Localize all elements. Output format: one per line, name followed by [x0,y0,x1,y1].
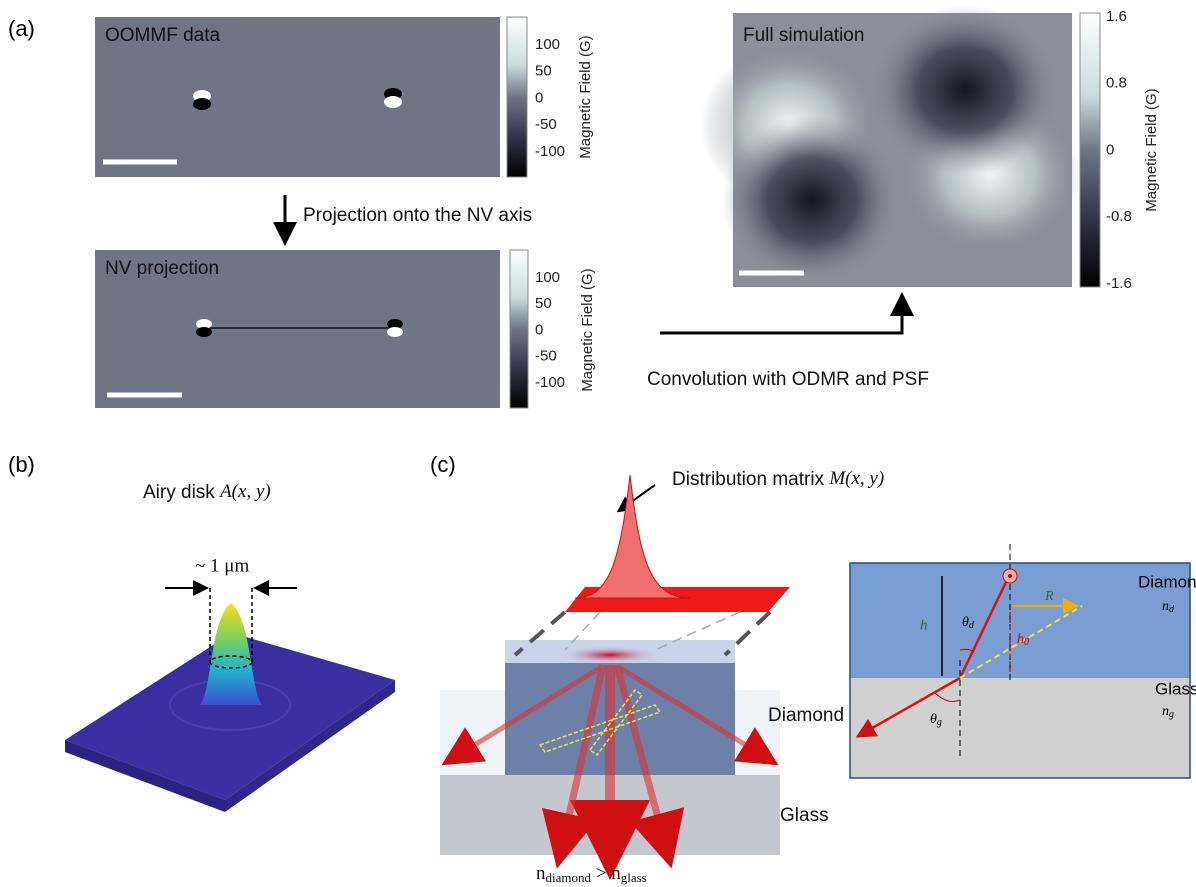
symbol: M(x, y) [828,468,884,489]
arrow-label: Projection onto the NV axis [303,205,532,226]
dipole [193,98,211,110]
colorbar-tick-label: 100 [535,269,560,286]
inset-diamond-label: Diamond [1138,572,1196,591]
base: h [1017,632,1024,647]
dipole [387,327,403,337]
figure: (a) OOMMF data 100 50 0 -50 -100 Magnetic Fi… [0,0,1196,887]
diamond-label: Diamond [768,705,844,726]
sub: g [937,717,942,728]
colorbar-tick-label: -0.8 [1106,208,1132,225]
nv-center [1008,574,1012,578]
colorbar-tick-label: 0.8 [1106,75,1127,92]
n: n [536,863,546,884]
colorbar-tick-label: 0 [535,89,543,106]
colorbar-label: Magnetic Field (G) [577,35,594,158]
colorbar [510,250,528,408]
colorbar-ticks: 100 50 0 -50 -100 [535,269,565,391]
symbol: A(x, y) [218,481,271,502]
colorbar-tick-label: 50 [535,63,552,80]
op: > [591,863,611,884]
relation: ndiamond > nglass [536,863,647,885]
sub: 0 [1024,637,1029,648]
dipole [384,96,402,108]
distribution-peak [575,475,690,598]
arrow-label: Convolution with ODMR and PSF [647,369,929,390]
colorbar [1080,13,1100,287]
inset-glass [850,678,1190,778]
panel-label: (a) [8,16,35,41]
text: Distribution matrix [672,469,825,490]
arrow [620,485,655,510]
colorbar-tick-label: 1.6 [1106,8,1127,25]
colorbar-tick-label: -50 [535,348,557,365]
h: h [920,617,928,633]
map-title: NV projection [105,258,219,279]
sub: g [1169,709,1174,720]
colorbar-label: Magnetic Field (G) [579,268,596,391]
sub: diamond [546,870,592,885]
colorbar-tick-label: 100 [535,36,560,53]
size-label: ~ 1 μm [195,555,249,576]
focal-spot [560,646,660,664]
map-title: Full simulation [743,25,864,46]
map-title: OOMMF data [105,25,221,46]
colorbar-tick-label: -50 [535,116,557,133]
glass-label: Glass [780,805,829,826]
colorbar-tick-label: -1.6 [1106,275,1132,292]
colorbar-tick-label: 0 [535,321,543,338]
base: n [1162,704,1169,719]
R: R [1044,589,1054,604]
colorbar-tick-label: 50 [535,295,552,312]
page: (a) OOMMF data 100 50 0 -50 -100 Magnetic Fi… [0,0,1196,887]
lobe [722,115,902,285]
colorbar-label: Magnetic Field (G) [1143,88,1160,211]
sub: glass [621,870,647,885]
panel-label: (b) [8,452,35,477]
arrow [660,298,902,333]
colorbar [507,17,527,177]
distribution-label: Distribution matrix M(x, y) [672,468,884,490]
colorbar-ticks: 100 50 0 -50 -100 [535,36,565,160]
base: n [1162,599,1169,614]
lobe [870,5,1060,175]
colorbar-tick-label: 0 [1106,141,1114,158]
colorbar-ticks: 1.6 0.8 0 -0.8 -1.6 [1106,8,1132,292]
text: Airy disk [143,482,215,503]
colorbar-tick-label: -100 [535,374,565,391]
airy-title: Airy disk A(x, y) [143,481,271,503]
colorbar-tick-label: -100 [535,143,565,160]
inset-glass-label: Glass [1155,679,1196,698]
panel-label: (c) [430,452,456,477]
n: n [611,863,621,884]
dipole [196,327,212,337]
